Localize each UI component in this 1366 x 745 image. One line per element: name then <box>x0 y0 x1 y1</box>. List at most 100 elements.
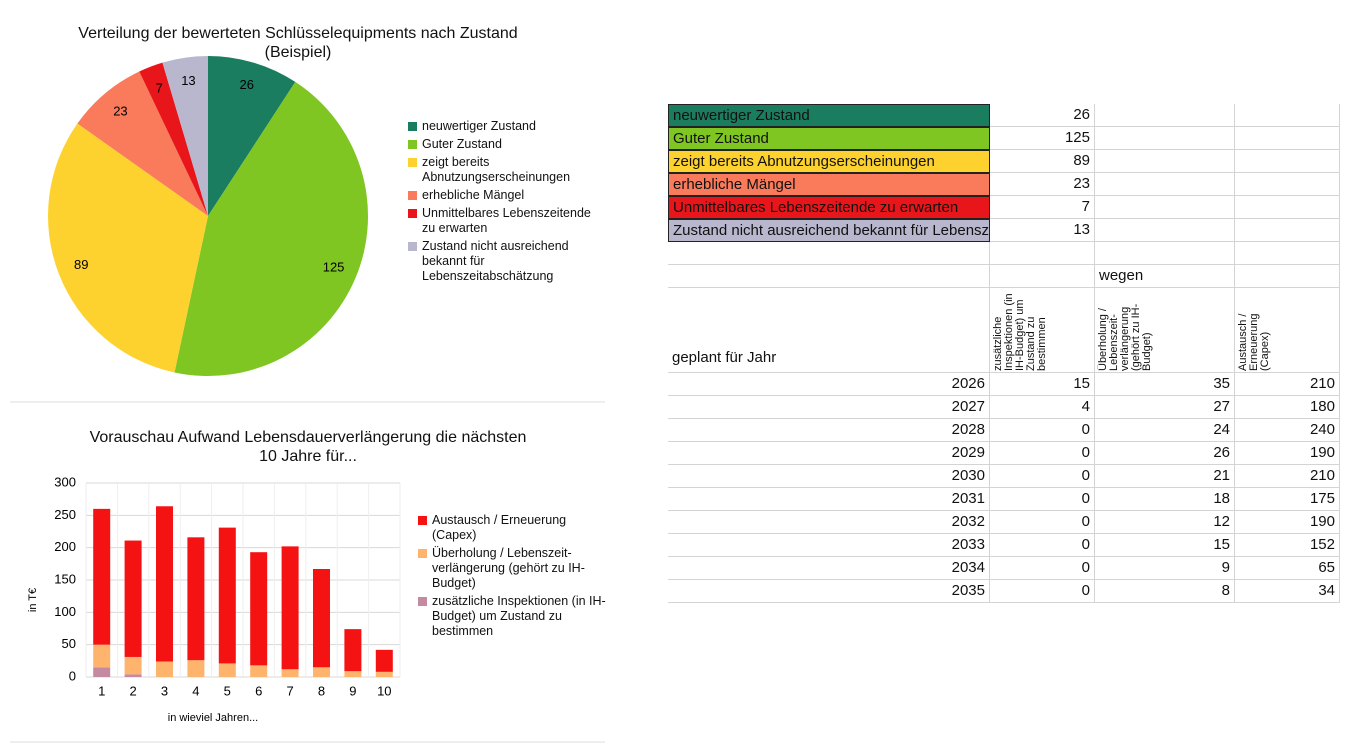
table-cell: 4 <box>990 396 1095 419</box>
data-label: 26 <box>239 77 253 92</box>
legend-label: Zustand nicht ausreichend bekannt für Le… <box>422 239 569 283</box>
table-cell <box>1095 219 1235 242</box>
legend-swatch <box>418 516 427 525</box>
legend-swatch <box>408 122 417 131</box>
pie-slice <box>77 71 209 217</box>
pie-slice <box>208 56 296 216</box>
bar-segment <box>281 546 299 670</box>
bar-segment <box>250 552 268 666</box>
table-cell: 7 <box>990 196 1095 219</box>
bar-title: Vorauschau Aufwand Lebensdauerverlängeru… <box>89 429 527 465</box>
pie-legend: neuwertiger Zustand Guter Zustand zeigt be… <box>408 119 598 287</box>
table-cell: 0 <box>990 557 1095 580</box>
table-cell: 13 <box>990 219 1095 242</box>
table-cell: neuwertiger Zustand <box>668 104 990 127</box>
data-label: 23 <box>113 103 127 118</box>
column-header: Überholung / Lebenszeit-verlängerung (ge… <box>1097 303 1153 371</box>
bar-segment <box>93 667 111 677</box>
legend-label: Unmittelbares Lebenszeitende zu erwarten <box>422 206 591 235</box>
table-cell: 0 <box>990 465 1095 488</box>
y-tick-label: 50 <box>62 636 76 651</box>
bar-segment <box>93 644 111 668</box>
table-cell: 15 <box>1095 534 1235 557</box>
x-tick-label: 2 <box>129 683 136 698</box>
table-cell <box>1095 242 1235 265</box>
x-tick-label: 10 <box>377 683 391 698</box>
bar-segment <box>156 506 173 662</box>
table-cell: 0 <box>990 442 1095 465</box>
table-cell: geplant für Jahr <box>668 288 990 373</box>
table-cell: 34 <box>1235 580 1340 603</box>
table-cell: 210 <box>1235 373 1340 396</box>
data-label: 125 <box>323 260 345 275</box>
table-cell <box>1235 219 1340 242</box>
bar-segment <box>344 671 362 677</box>
table-cell <box>668 265 990 288</box>
table-cell: 152 <box>1235 534 1340 557</box>
legend-swatch <box>408 191 417 200</box>
table-cell <box>1235 173 1340 196</box>
table-cell: 240 <box>1235 419 1340 442</box>
table-cell <box>1235 288 1340 373</box>
y-tick-label: 200 <box>54 539 76 554</box>
table-cell <box>1235 265 1340 288</box>
table-cell: 0 <box>990 534 1095 557</box>
legend-item: Guter Zustand <box>408 137 598 152</box>
pie-slice <box>139 62 208 216</box>
table-cell: 27 <box>1095 396 1235 419</box>
bar-segment <box>218 663 236 677</box>
bar-segment <box>375 671 393 677</box>
legend-item: zusätzliche Inspektionen (in IH-Budget) … <box>418 594 608 639</box>
table-cell <box>990 242 1095 265</box>
pie-slice <box>48 123 209 373</box>
pie-title: Verteilung der bewerteten Schlüsselequip… <box>78 25 518 61</box>
table-cell: 0 <box>990 511 1095 534</box>
table-cell: 175 <box>1235 488 1340 511</box>
legend-label: zeigt bereits Abnutzungserscheinungen <box>422 155 571 184</box>
legend-item: zeigt bereits Abnutzungserscheinungen <box>408 155 598 185</box>
legend-item: neuwertiger Zustand <box>408 119 598 134</box>
table-cell: 2031 <box>668 488 990 511</box>
table-cell: zeigt bereits Abnutzungserscheinungen <box>668 150 990 173</box>
data-label: 89 <box>74 257 88 272</box>
bar-segment <box>250 665 268 677</box>
legend-swatch <box>408 242 417 251</box>
column-header: zusätzliche Inspektionen (in IH-Budget) … <box>992 293 1048 371</box>
table-cell: 26 <box>990 104 1095 127</box>
table-cell: 12 <box>1095 511 1235 534</box>
data-label: 7 <box>156 80 163 95</box>
table-cell <box>1095 196 1235 219</box>
bar-segment <box>156 661 173 677</box>
x-tick-label: 6 <box>255 683 262 698</box>
table-cell: 8 <box>1095 580 1235 603</box>
table-cell: 2030 <box>668 465 990 488</box>
y-tick-label: 100 <box>54 604 76 619</box>
bar-segment <box>124 674 142 677</box>
bar-segment <box>344 629 362 672</box>
legend-item: Überholung / Lebenszeit-verlängerung (ge… <box>418 546 608 591</box>
table-cell: wegen <box>1095 265 1235 288</box>
table-cell: 2034 <box>668 557 990 580</box>
bar-segment <box>313 667 330 677</box>
table-cell: 180 <box>1235 396 1340 419</box>
table-cell <box>1235 242 1340 265</box>
data-label: 13 <box>181 73 195 88</box>
pie-slice <box>162 56 208 216</box>
bar-segment <box>281 669 299 677</box>
x-tick-label: 3 <box>161 683 168 698</box>
pie-slice <box>174 81 368 376</box>
bar-legend: Austausch / Erneuerung (Capex) Überholung… <box>418 513 608 642</box>
table-cell: 190 <box>1235 511 1340 534</box>
x-tick-label: 1 <box>98 683 105 698</box>
x-tick-label: 4 <box>192 683 199 698</box>
table-cell <box>1095 104 1235 127</box>
column-header: Austausch / Erneuerung (Capex) <box>1237 313 1271 372</box>
bar-segment <box>187 660 205 677</box>
table-cell: 2033 <box>668 534 990 557</box>
table-cell: 2035 <box>668 580 990 603</box>
table-cell <box>1095 150 1235 173</box>
table-cell <box>990 288 1095 373</box>
table-cell: 26 <box>1095 442 1235 465</box>
